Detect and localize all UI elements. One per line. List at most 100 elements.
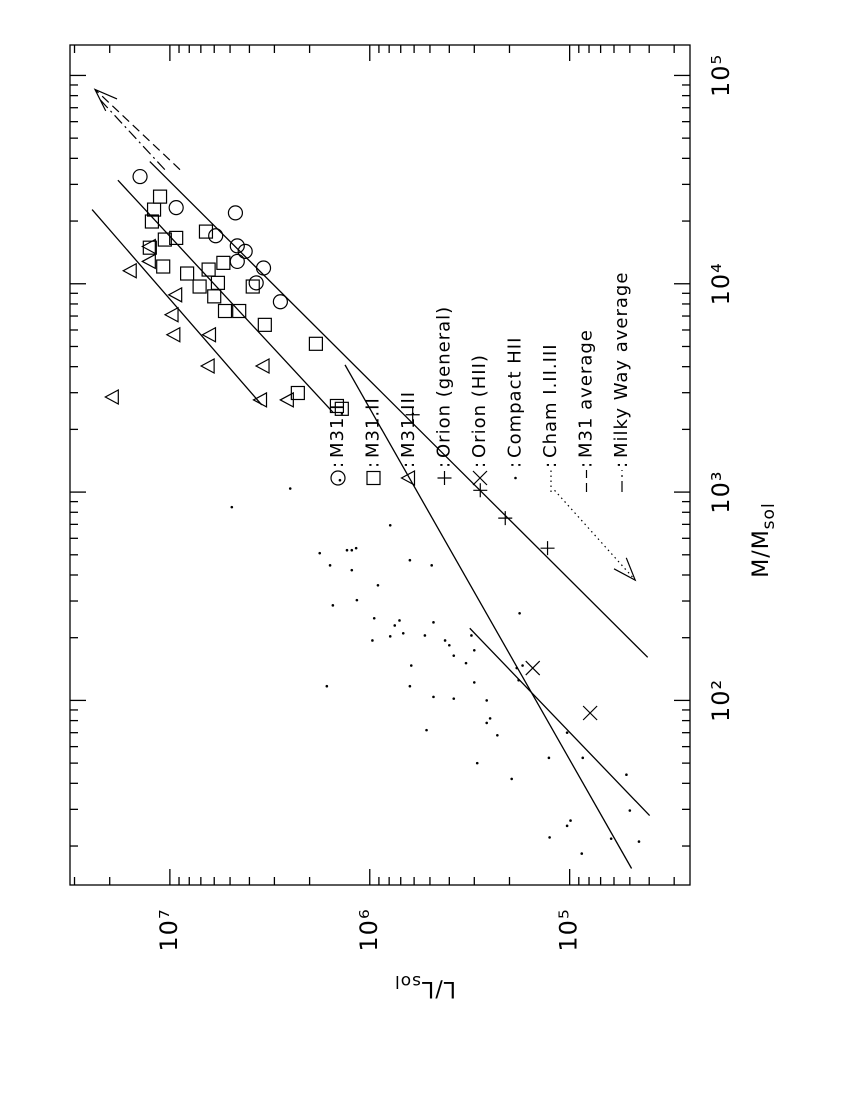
marker-square — [152, 189, 168, 204]
marker-square — [257, 317, 272, 332]
marker-triangle — [252, 391, 268, 408]
marker-square — [308, 336, 323, 351]
marker-circle — [227, 205, 244, 221]
marker-plus — [498, 511, 513, 526]
marker-dot — [355, 598, 359, 602]
marker-dot — [372, 616, 376, 620]
marker-dot — [338, 478, 342, 482]
marker-dot — [515, 666, 519, 670]
legend-separator: : — [540, 461, 561, 468]
marker-dot — [388, 523, 392, 527]
legend-separator: : — [576, 461, 597, 468]
x-tick-label: 10⁴ — [707, 262, 735, 305]
marker-plus — [473, 483, 488, 498]
marker-triangle — [201, 326, 217, 343]
marker-dot — [452, 654, 456, 657]
marker-dot — [376, 583, 380, 587]
marker-cross — [472, 470, 488, 486]
marker-square — [157, 232, 172, 247]
marker-dot — [521, 664, 524, 667]
marker-dot — [485, 721, 489, 725]
marker-dot — [408, 558, 412, 562]
marker-triangle — [400, 469, 416, 487]
marker-circle — [229, 253, 245, 270]
average-line — [94, 88, 181, 171]
legend-label: Compact HII — [505, 337, 526, 458]
fit-line — [344, 364, 633, 869]
marker-dot — [393, 624, 397, 627]
marker-triangle — [254, 357, 270, 374]
marker-dot — [354, 546, 358, 550]
marker-dot — [472, 681, 476, 684]
fit-line — [469, 627, 651, 817]
y-tick-label: 10⁵ — [555, 908, 583, 951]
plot-frame — [69, 44, 691, 886]
legend-separator: : — [363, 461, 384, 468]
arrow-head — [93, 88, 118, 112]
y-axis-title-main: L/L — [421, 976, 456, 1001]
marker-square — [232, 303, 247, 319]
marker-circle — [229, 238, 245, 254]
marker-dot — [472, 649, 476, 652]
marker-square — [217, 303, 233, 319]
marker-dot — [452, 697, 456, 700]
marker-square — [192, 279, 207, 294]
marker-triangle — [104, 389, 119, 406]
x-axis-title: M/Msol — [749, 502, 779, 577]
marker-square — [198, 224, 214, 239]
arrow-head — [613, 557, 637, 582]
legend-label: M31.I — [327, 404, 348, 458]
marker-plus — [437, 471, 452, 485]
marker-dot — [547, 756, 551, 760]
legend-separator: : — [505, 461, 526, 468]
marker-cross — [525, 660, 541, 676]
marker-square — [201, 262, 216, 277]
y-axis-title: L/Lsol — [394, 971, 456, 1001]
marker-dot — [230, 505, 234, 509]
marker-dot — [371, 639, 374, 642]
marker-dot — [488, 717, 492, 720]
marker-dot — [565, 731, 569, 734]
marker-plus — [540, 541, 555, 556]
average-line — [554, 489, 636, 581]
y-tick-label: 10⁶ — [355, 908, 383, 951]
marker-dot — [517, 678, 520, 682]
marker-dot — [432, 695, 435, 699]
y-tick-label: 10⁷ — [155, 908, 183, 951]
marker-dot — [637, 840, 641, 843]
marker-circle — [330, 470, 346, 486]
marker-dot — [448, 643, 451, 647]
marker-square — [366, 470, 381, 486]
marker-circle — [237, 243, 253, 260]
marker-triangle — [167, 286, 183, 303]
marker-dot — [496, 734, 499, 737]
marker-dot — [609, 837, 613, 840]
marker-dot — [388, 635, 392, 638]
legend-separator: : — [611, 461, 632, 468]
marker-dot — [625, 773, 628, 776]
marker-square — [144, 214, 160, 229]
marker-triangle — [141, 253, 156, 270]
marker-dot — [423, 634, 427, 637]
marker-triangle — [163, 306, 179, 323]
marker-triangle — [279, 391, 294, 408]
marker-dot — [425, 728, 428, 732]
marker-dot — [350, 568, 354, 572]
marker-circle — [208, 228, 224, 244]
marker-dot — [288, 487, 292, 490]
marker-triangle — [165, 326, 181, 343]
marker-dot — [430, 564, 433, 567]
marker-square — [180, 266, 195, 281]
marker-dot — [350, 548, 354, 552]
legend-label: Orion (HII) — [469, 354, 490, 458]
marker-square — [207, 289, 222, 304]
marker-dot — [443, 639, 447, 642]
marker-dot — [628, 809, 632, 812]
x-tick-label: 10⁵ — [707, 54, 735, 97]
marker-dot — [565, 824, 569, 828]
fit-line — [117, 179, 334, 413]
marker-square — [156, 259, 171, 274]
marker-dot — [548, 836, 551, 839]
